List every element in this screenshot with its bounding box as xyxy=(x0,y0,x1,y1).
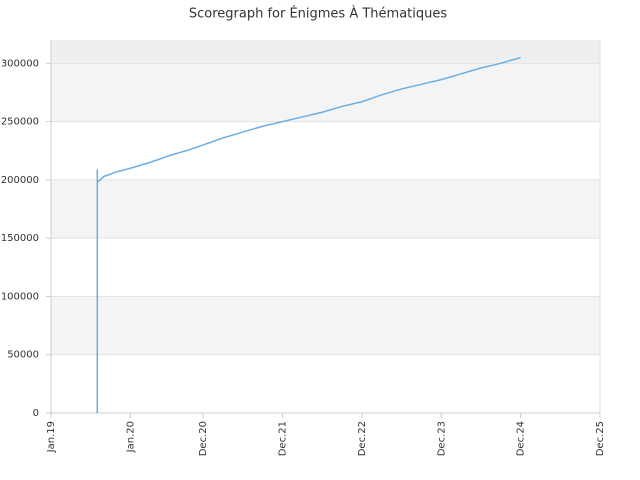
y-tick-label: 300000 xyxy=(1,58,39,69)
plot-band xyxy=(51,40,600,64)
y-tick-label: 200000 xyxy=(1,175,39,186)
chart-title: Scoregraph for Énigmes À Thématiques xyxy=(189,6,448,22)
x-tick-label: Dec.24 xyxy=(516,421,527,456)
x-tick-label: Dec.20 xyxy=(198,421,209,456)
x-tick-label: Dec.25 xyxy=(595,421,606,456)
y-tick-label: 0 xyxy=(33,408,39,419)
plot-band xyxy=(51,238,600,297)
plot-band xyxy=(51,121,600,180)
plot-band xyxy=(51,296,600,355)
line xyxy=(96,56,521,413)
plot-band xyxy=(51,354,600,413)
y-tick-label: 250000 xyxy=(1,117,39,128)
y-tick-label: 150000 xyxy=(1,233,39,244)
x-tick-label: Dec.23 xyxy=(436,421,447,456)
x-tick-label: Jan.19 xyxy=(46,421,57,453)
plot-band xyxy=(51,179,600,239)
x-tick-label: Dec.21 xyxy=(278,421,289,456)
x-tick-label: Dec.22 xyxy=(357,421,368,456)
plot-band xyxy=(51,63,600,122)
y-tick-label: 50000 xyxy=(7,350,39,361)
x-tick-label: Jan.20 xyxy=(125,421,136,453)
y-tick-label: 100000 xyxy=(1,291,39,302)
